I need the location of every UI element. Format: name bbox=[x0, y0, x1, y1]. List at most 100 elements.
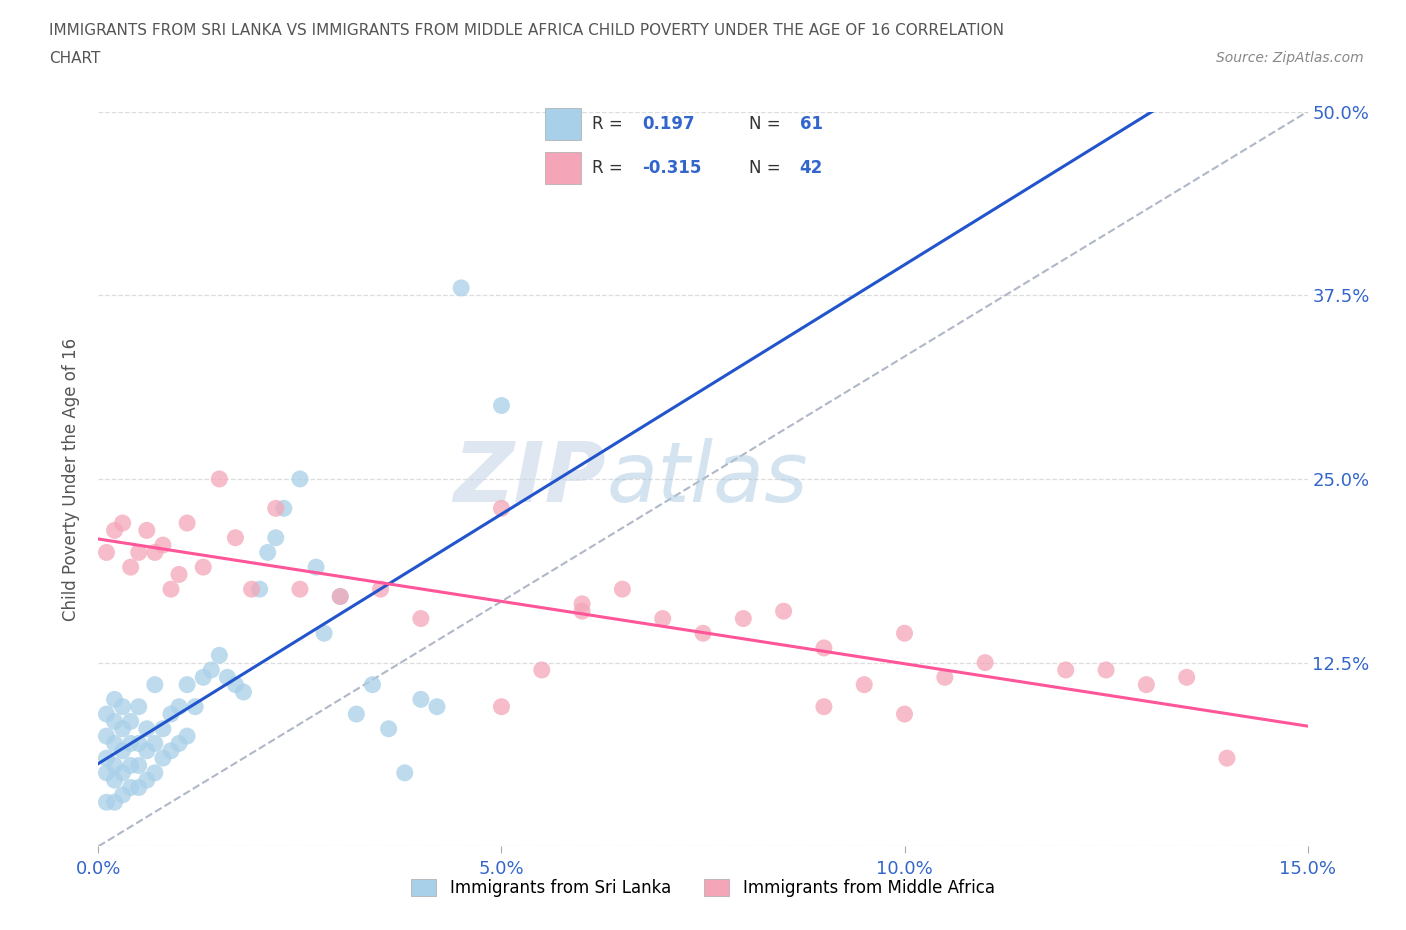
Point bbox=[111, 743, 134, 758]
Point bbox=[120, 736, 142, 751]
Point bbox=[893, 626, 915, 641]
Point bbox=[103, 795, 125, 810]
Point bbox=[314, 626, 336, 641]
Point bbox=[103, 736, 125, 751]
Point bbox=[160, 743, 183, 758]
Point bbox=[96, 729, 118, 744]
Point bbox=[305, 560, 328, 575]
Point bbox=[128, 780, 150, 795]
Point bbox=[426, 699, 449, 714]
Text: 61: 61 bbox=[800, 115, 823, 133]
Point bbox=[96, 795, 118, 810]
Point bbox=[217, 670, 239, 684]
Point bbox=[167, 699, 190, 714]
Point bbox=[135, 523, 157, 538]
Point bbox=[208, 472, 231, 486]
Point bbox=[232, 684, 254, 699]
Point bbox=[120, 714, 142, 729]
Point bbox=[200, 662, 222, 677]
Point bbox=[103, 773, 125, 788]
Point bbox=[329, 589, 352, 604]
Point bbox=[96, 765, 118, 780]
Point bbox=[409, 611, 432, 626]
Point bbox=[103, 523, 125, 538]
Point bbox=[160, 707, 183, 722]
Text: N =: N = bbox=[749, 159, 780, 177]
Point bbox=[361, 677, 384, 692]
Point bbox=[111, 699, 134, 714]
Point bbox=[409, 692, 432, 707]
Bar bbox=[546, 109, 581, 140]
Point bbox=[370, 582, 392, 597]
Point bbox=[167, 736, 190, 751]
Text: IMMIGRANTS FROM SRI LANKA VS IMMIGRANTS FROM MIDDLE AFRICA CHILD POVERTY UNDER T: IMMIGRANTS FROM SRI LANKA VS IMMIGRANTS … bbox=[49, 23, 1004, 38]
Text: Source: ZipAtlas.com: Source: ZipAtlas.com bbox=[1216, 51, 1364, 65]
Point bbox=[450, 281, 472, 296]
Point bbox=[249, 582, 271, 597]
Point bbox=[143, 736, 166, 751]
Point bbox=[96, 707, 118, 722]
Point bbox=[103, 758, 125, 773]
Point bbox=[813, 699, 835, 714]
Point bbox=[135, 773, 157, 788]
Point bbox=[329, 589, 352, 604]
Text: 42: 42 bbox=[800, 159, 823, 177]
Point bbox=[128, 758, 150, 773]
Point bbox=[224, 677, 246, 692]
Point bbox=[651, 611, 673, 626]
Point bbox=[612, 582, 634, 597]
Point bbox=[103, 714, 125, 729]
Y-axis label: Child Poverty Under the Age of 16: Child Poverty Under the Age of 16 bbox=[62, 338, 80, 620]
Point bbox=[193, 670, 215, 684]
Point bbox=[111, 765, 134, 780]
Point bbox=[530, 662, 553, 677]
Point bbox=[733, 611, 755, 626]
Point bbox=[256, 545, 278, 560]
Point bbox=[143, 677, 166, 692]
Point bbox=[120, 758, 142, 773]
Point bbox=[1095, 662, 1118, 677]
Text: ZIP: ZIP bbox=[454, 438, 606, 520]
Point bbox=[692, 626, 714, 641]
Point bbox=[152, 538, 174, 552]
Point bbox=[120, 560, 142, 575]
Text: N =: N = bbox=[749, 115, 780, 133]
Point bbox=[208, 648, 231, 663]
Point bbox=[974, 656, 997, 671]
Point bbox=[176, 677, 198, 692]
Point bbox=[224, 530, 246, 545]
Point bbox=[96, 751, 118, 765]
Point bbox=[120, 780, 142, 795]
Point bbox=[491, 398, 513, 413]
Point bbox=[934, 670, 956, 684]
Point bbox=[491, 501, 513, 516]
Point bbox=[193, 560, 215, 575]
Point bbox=[103, 692, 125, 707]
Point bbox=[111, 515, 134, 530]
Point bbox=[893, 707, 915, 722]
Point bbox=[1054, 662, 1077, 677]
Point bbox=[143, 545, 166, 560]
Point bbox=[152, 722, 174, 737]
Point bbox=[135, 722, 157, 737]
Point bbox=[143, 765, 166, 780]
Text: atlas: atlas bbox=[606, 438, 808, 520]
Point bbox=[1135, 677, 1157, 692]
Point bbox=[853, 677, 876, 692]
Point bbox=[167, 567, 190, 582]
Point bbox=[111, 788, 134, 803]
Point bbox=[160, 582, 183, 597]
Text: R =: R = bbox=[592, 159, 623, 177]
Point bbox=[813, 641, 835, 656]
Point bbox=[1216, 751, 1239, 765]
Legend: Immigrants from Sri Lanka, Immigrants from Middle Africa: Immigrants from Sri Lanka, Immigrants fr… bbox=[405, 872, 1001, 904]
Point bbox=[184, 699, 207, 714]
Point bbox=[772, 604, 794, 618]
Point bbox=[264, 501, 287, 516]
Point bbox=[176, 515, 198, 530]
Point bbox=[394, 765, 416, 780]
Point bbox=[288, 582, 311, 597]
Point bbox=[128, 545, 150, 560]
Point bbox=[152, 751, 174, 765]
Point bbox=[344, 707, 367, 722]
